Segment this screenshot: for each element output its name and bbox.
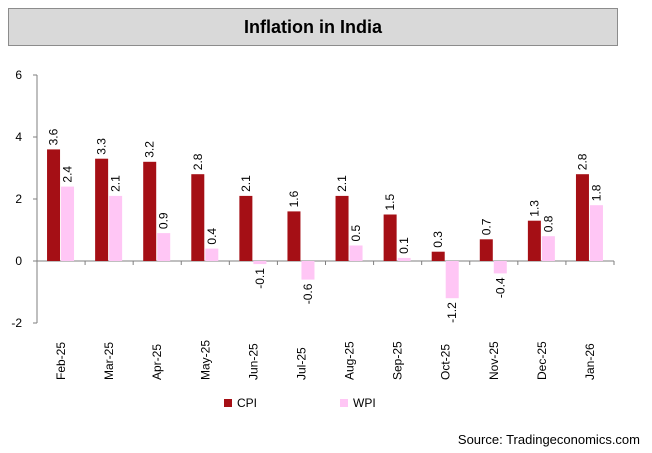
bar-wpi	[61, 186, 75, 261]
cpi-swatch-icon	[224, 399, 232, 407]
x-tick-label: Feb-25	[54, 342, 68, 380]
data-label-wpi: 2.4	[61, 166, 75, 183]
data-label-wpi: 0.5	[349, 224, 363, 241]
data-label-cpi: 1.6	[287, 190, 301, 207]
y-tick-label: 0	[15, 254, 22, 268]
bar-wpi	[589, 205, 603, 261]
legend: CPI WPI	[0, 396, 652, 412]
y-tick-label: 2	[15, 192, 22, 206]
bar-wpi	[157, 233, 171, 261]
x-tick-label: Dec-25	[535, 341, 549, 380]
x-tick-label: Apr-25	[150, 344, 164, 380]
data-label-wpi: 0.1	[397, 237, 411, 254]
data-label-wpi: 0.8	[541, 215, 555, 232]
data-label-cpi: 2.8	[191, 153, 205, 170]
bar-cpi	[479, 239, 493, 261]
bar-wpi	[493, 261, 507, 274]
y-tick-label: 6	[15, 68, 22, 82]
legend-item-cpi: CPI	[224, 396, 257, 410]
bar-wpi	[397, 257, 411, 261]
data-label-wpi: -0.6	[301, 283, 315, 304]
chart-title: Inflation in India	[8, 8, 618, 46]
x-tick-label: Mar-25	[102, 342, 116, 380]
y-tick-label: 4	[15, 130, 22, 144]
bar-cpi	[47, 149, 61, 261]
x-tick-label: Aug-25	[343, 341, 357, 380]
x-tick-label: Sep-25	[391, 341, 405, 380]
bar-cpi	[335, 195, 349, 261]
bar-cpi	[527, 220, 541, 261]
bar-wpi	[205, 248, 219, 261]
bar-cpi	[287, 211, 301, 261]
data-label-cpi: 1.5	[383, 193, 397, 210]
data-label-wpi: -1.2	[445, 302, 459, 323]
bar-cpi	[191, 174, 205, 261]
data-label-cpi: 0.7	[479, 218, 493, 235]
bar-cpi	[95, 158, 109, 261]
legend-item-wpi: WPI	[340, 396, 376, 410]
x-tick-label: Oct-25	[439, 344, 453, 380]
data-label-cpi: 2.1	[239, 175, 253, 192]
wpi-swatch-icon	[340, 399, 348, 407]
bar-cpi	[239, 195, 253, 261]
bar-wpi	[349, 245, 363, 261]
data-label-wpi: -0.1	[253, 268, 267, 289]
y-tick-label: -2	[11, 316, 22, 330]
bar-cpi	[143, 161, 157, 261]
data-label-wpi: -0.4	[493, 277, 507, 298]
data-label-cpi: 3.6	[47, 128, 61, 145]
data-label-wpi: 2.1	[109, 175, 123, 192]
data-label-wpi: 0.4	[205, 228, 219, 245]
data-label-cpi: 0.3	[431, 231, 445, 248]
bar-wpi	[109, 195, 123, 261]
data-label-cpi: 2.1	[335, 175, 349, 192]
data-label-cpi: 3.2	[143, 141, 157, 158]
x-tick-label: Jul-25	[294, 347, 308, 380]
x-tick-label: Nov-25	[487, 341, 501, 380]
bar-wpi	[541, 236, 555, 261]
data-label-wpi: 1.8	[589, 184, 603, 201]
bar-cpi	[431, 251, 445, 261]
x-tick-label: Jan-26	[583, 343, 597, 380]
data-label-cpi: 3.3	[95, 138, 109, 155]
bar-wpi	[445, 261, 459, 299]
data-label-wpi: 0.9	[157, 212, 171, 229]
data-label-cpi: 1.3	[527, 200, 541, 217]
bar-cpi	[383, 214, 397, 261]
legend-label-wpi: WPI	[353, 396, 376, 410]
bar-wpi	[253, 261, 267, 265]
bar-cpi	[575, 174, 589, 261]
data-label-cpi: 2.8	[575, 153, 589, 170]
source-note: Source: Tradingeconomics.com	[457, 432, 640, 447]
x-tick-label: May-25	[198, 340, 212, 380]
legend-label-cpi: CPI	[237, 396, 258, 410]
bar-wpi	[301, 261, 315, 280]
x-tick-label: Jun-25	[246, 343, 260, 380]
